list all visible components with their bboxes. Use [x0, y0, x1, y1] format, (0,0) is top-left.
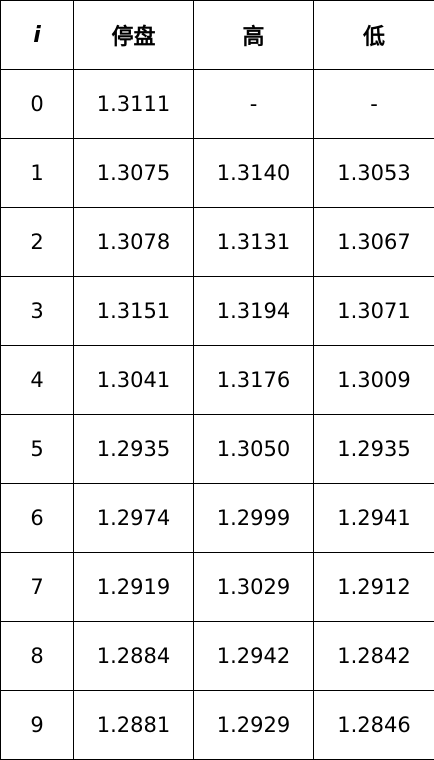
table-row: 4 1.3041 1.3176 1.3009: [0, 345, 434, 415]
cell-close: 1.3151: [73, 276, 194, 346]
table-row: 1 1.3075 1.3140 1.3053: [0, 138, 434, 208]
table-row: 8 1.2884 1.2942 1.2842: [0, 621, 434, 691]
cell-high: 1.2942: [193, 621, 314, 691]
table-row: 3 1.3151 1.3194 1.3071: [0, 276, 434, 346]
header-close: 停盘: [73, 0, 194, 70]
cell-low: -: [313, 69, 434, 139]
cell-high: -: [193, 69, 314, 139]
cell-high: 1.3140: [193, 138, 314, 208]
cell-close: 1.3111: [73, 69, 194, 139]
cell-index: 2: [0, 207, 74, 277]
cell-index: 6: [0, 483, 74, 553]
cell-high: 1.2929: [193, 690, 314, 760]
cell-low: 1.3009: [313, 345, 434, 415]
table-row: 9 1.2881 1.2929 1.2846: [0, 690, 434, 760]
cell-index: 5: [0, 414, 74, 484]
cell-index: 1: [0, 138, 74, 208]
header-row: i 停盘 高 低: [0, 0, 434, 70]
cell-close: 1.2974: [73, 483, 194, 553]
table-row: 2 1.3078 1.3131 1.3067: [0, 207, 434, 277]
cell-close: 1.3075: [73, 138, 194, 208]
cell-low: 1.2842: [313, 621, 434, 691]
cell-high: 1.3050: [193, 414, 314, 484]
cell-index: 9: [0, 690, 74, 760]
cell-low: 1.3071: [313, 276, 434, 346]
cell-high: 1.3176: [193, 345, 314, 415]
header-index: i: [0, 0, 74, 70]
header-low: 低: [313, 0, 434, 70]
cell-index: 4: [0, 345, 74, 415]
cell-close: 1.2881: [73, 690, 194, 760]
cell-high: 1.3131: [193, 207, 314, 277]
cell-low: 1.2912: [313, 552, 434, 622]
cell-index: 8: [0, 621, 74, 691]
cell-close: 1.3078: [73, 207, 194, 277]
table-row: 7 1.2919 1.3029 1.2912: [0, 552, 434, 622]
cell-low: 1.2935: [313, 414, 434, 484]
cell-high: 1.3029: [193, 552, 314, 622]
cell-close: 1.2935: [73, 414, 194, 484]
cell-close: 1.3041: [73, 345, 194, 415]
table-body: 0 1.3111 - - 1 1.3075 1.3140 1.3053 2 1.…: [0, 69, 434, 760]
table-header: i 停盘 高 低: [0, 0, 434, 70]
cell-low: 1.3067: [313, 207, 434, 277]
table-row: 0 1.3111 - -: [0, 69, 434, 139]
cell-low: 1.3053: [313, 138, 434, 208]
cell-close: 1.2884: [73, 621, 194, 691]
cell-high: 1.3194: [193, 276, 314, 346]
cell-low: 1.2941: [313, 483, 434, 553]
header-high: 高: [193, 0, 314, 70]
cell-index: 7: [0, 552, 74, 622]
cell-index: 3: [0, 276, 74, 346]
cell-index: 0: [0, 69, 74, 139]
cell-high: 1.2999: [193, 483, 314, 553]
table-row: 6 1.2974 1.2999 1.2941: [0, 483, 434, 553]
table-row: 5 1.2935 1.3050 1.2935: [0, 414, 434, 484]
cell-close: 1.2919: [73, 552, 194, 622]
cell-low: 1.2846: [313, 690, 434, 760]
